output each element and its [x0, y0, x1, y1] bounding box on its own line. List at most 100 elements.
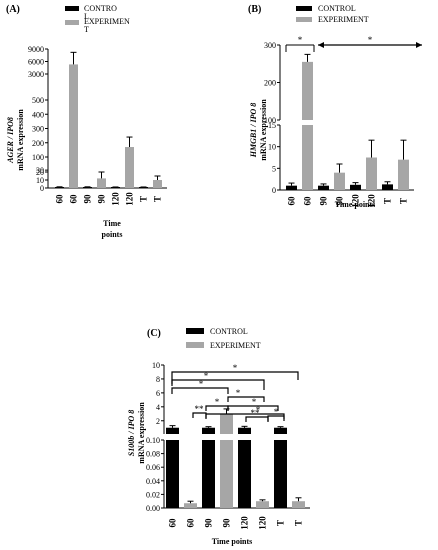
panel-c-sig-bracket	[171, 379, 265, 390]
panel-b-bar-experiment	[334, 172, 345, 190]
panel-c-y-tick-label: 4	[156, 403, 160, 412]
panel-a-bar-experiment	[69, 64, 78, 188]
panel-c-x-tick-label: 120	[240, 516, 250, 530]
panel-b-ylabel-gene: HMGB1 / IPO 8	[249, 103, 258, 158]
panel-c-bar-experiment	[220, 413, 233, 508]
panel-a-x-tick-label: 90	[83, 194, 93, 204]
panel-c-sig-bracket	[267, 415, 285, 421]
panel-c-sig-bracket	[171, 371, 299, 384]
panel-a-label: (A)	[6, 4, 20, 15]
panel-a-y-tick-label: 0	[40, 184, 44, 193]
panel-a-y-tick-label: 400	[32, 110, 44, 119]
panel-a-bar-control	[111, 187, 120, 188]
panel-a-y-tick-label: 20	[36, 168, 44, 177]
panel-c-bar-experiment	[184, 503, 197, 508]
panel-c-x-tick-label: 90	[204, 518, 214, 528]
panel-c-x-tick-label: 90	[222, 518, 232, 528]
panel-c-sig-star: *	[215, 397, 220, 407]
panel-c-sig-bracket	[171, 387, 229, 394]
panel-c-axis-break-gap	[219, 434, 234, 440]
panel-c-xlabel: Time points	[212, 537, 253, 546]
panel-a-bar-experiment	[153, 180, 162, 188]
panel-a-y-tick-label: 100	[32, 153, 44, 162]
panel-c-bar-control	[202, 427, 215, 508]
panel-a-y-tick-label: 30	[36, 166, 44, 175]
panel-c-x-tick-label: 60	[186, 518, 196, 528]
panel-b-axis-break-gap	[301, 120, 314, 125]
panel-b-y-tick-label: 5	[272, 164, 276, 173]
panel-a-y-tick-label: 300	[32, 125, 44, 134]
panel-c-y-tick-label: 10	[152, 361, 160, 370]
panel-a-legend-control: CONTRO L	[84, 4, 117, 21]
panel-b-y-tick-label: 300	[264, 41, 276, 50]
panel-a-bar-control	[139, 187, 148, 188]
panel-b-sig-star: *	[298, 35, 303, 45]
panel-a-x-tick-label: 60	[69, 194, 79, 204]
panel-b-ylabel: HMGB1 / IPO 8	[249, 103, 258, 158]
panel-a-xlabel-line2: points	[102, 230, 123, 239]
panel-a-bar-experiment	[125, 147, 134, 188]
panel-c-sig-star: *	[236, 388, 241, 398]
panel-c-bar-control	[238, 427, 251, 508]
panel-c-y-tick-label: 8	[156, 375, 160, 384]
panel-b-legend-experiment-swatch	[296, 17, 312, 22]
panel-b-x-tick-label: 90	[319, 196, 329, 206]
panel-c-sig-star: *	[252, 397, 257, 407]
panel-b-bar-control	[318, 185, 329, 190]
panel-c-ylabel-gene: S100b / IPO 8	[127, 410, 136, 456]
panel-c-x-tick-label: T	[276, 520, 286, 526]
panel-b-xlabel: Time points	[335, 200, 376, 209]
panel-a-y-tick-label: 500	[32, 96, 44, 105]
panel-c-legend-experiment-swatch	[186, 342, 204, 348]
panel-a-bar-control	[83, 187, 92, 188]
panel-a-x-tick-label: 90	[97, 194, 107, 204]
panel-b-ylabel-rest: mRNA expression	[259, 99, 268, 161]
panel-c-sig-star: *	[274, 407, 279, 417]
panel-c-legend-control-swatch	[186, 328, 204, 334]
panel-c-x-tick-label: 120	[258, 516, 268, 530]
panel-b-x-tick-label: 120	[367, 194, 377, 208]
panel-c-y-tick-label: 0.08	[146, 450, 160, 459]
panel-b-x-tick-label: T	[383, 198, 393, 204]
panel-a-x-tick-label: 120	[125, 192, 135, 206]
panel-a-bar-control	[55, 187, 64, 188]
panel-c-y-tick-label: 0.06	[146, 463, 160, 472]
panel-c-sig-star: *	[199, 379, 204, 389]
panel-a-x-tick-label: 120	[111, 192, 121, 206]
panel-b-x-tick-label: 120	[351, 194, 361, 208]
panel-c-x-tick-label: 60	[168, 518, 178, 528]
panel-c-sig-bracket	[227, 396, 265, 402]
panel-b-bar-experiment	[302, 61, 313, 190]
panel-c-x-tick-label: T	[294, 520, 304, 526]
panel-b-bar-experiment	[366, 157, 377, 190]
panel-b-y-tick-label: 200	[264, 79, 276, 88]
panel-c-bar-control	[274, 427, 287, 508]
panel-b-y-tick-label: 100	[264, 116, 276, 125]
panel-c-ylabel-rest: mRNA expression	[137, 402, 146, 464]
panel-c-axis-break-gap	[165, 434, 180, 440]
panel-b-bar-control	[382, 184, 393, 190]
panel-b-bar-experiment	[398, 159, 409, 190]
panel-b-arrowhead-right	[416, 42, 422, 48]
panel-c: (C) CONTROL EXPERIMENT 0.00 0.02 0.04 0.06 0…	[127, 327, 310, 546]
panel-a-legend-control-swatch	[65, 6, 79, 11]
panel-c-sig-star: **	[251, 408, 261, 418]
panel-c-label: (C)	[147, 328, 161, 339]
panel-a-y-tick-label: 3000	[28, 70, 44, 79]
panel-a-xlabel-line1: Time	[103, 219, 121, 228]
panel-c-sig-star: *	[233, 363, 238, 373]
panel-c-y-tick-label: 0.02	[146, 490, 160, 499]
panel-b-bar-control	[286, 185, 297, 190]
panel-b-arrowhead-left	[318, 42, 324, 48]
panel-a-x-tick-label: T	[139, 196, 149, 202]
panel-b-x-tick-label: 60	[303, 196, 313, 206]
panel-a-ylabel-rest: mRNA expression	[16, 109, 25, 171]
panel-b-legend-control-swatch	[296, 6, 312, 11]
panel-a-bar-experiment	[97, 178, 106, 188]
panel-a-y-tick-label: 10	[36, 176, 44, 185]
panel-c-y-tick-label: 2	[156, 417, 160, 426]
panel-a-ylabel: AGER / IPO8	[6, 117, 15, 164]
